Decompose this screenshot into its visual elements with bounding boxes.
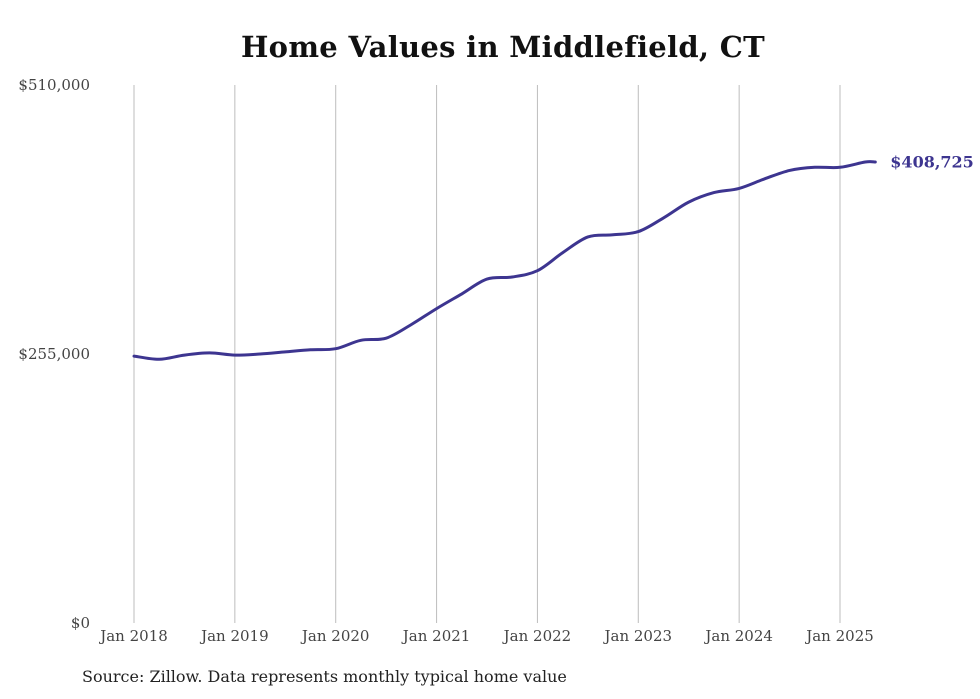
x-tick-label: Jan 2025 — [804, 627, 874, 645]
x-tick-label: Jan 2020 — [300, 627, 370, 645]
axis-labels: Jan 2018 Jan 2019 Jan 2020 Jan 2021 Jan 2022… — [18, 76, 873, 645]
series-line — [132, 160, 877, 361]
end-value-label: $408,725 — [890, 153, 974, 172]
x-tick-label: Jan 2023 — [603, 627, 673, 645]
source-note: Source: Zillow. Data represents monthly … — [82, 667, 567, 686]
x-tick-label: Jan 2022 — [502, 627, 572, 645]
y-tick-label: $510,000 — [18, 76, 90, 94]
x-tick-label: Jan 2021 — [401, 627, 471, 645]
chart-title: Home Values in Middlefield, CT — [240, 30, 765, 64]
x-tick-label: Jan 2018 — [98, 627, 168, 645]
y-tick-label: $0 — [71, 614, 90, 632]
y-tick-label: $255,000 — [18, 345, 90, 363]
x-tick-label: Jan 2019 — [199, 627, 269, 645]
series-layer: $408,725 — [132, 153, 974, 361]
x-tick-label: Jan 2024 — [703, 627, 773, 645]
